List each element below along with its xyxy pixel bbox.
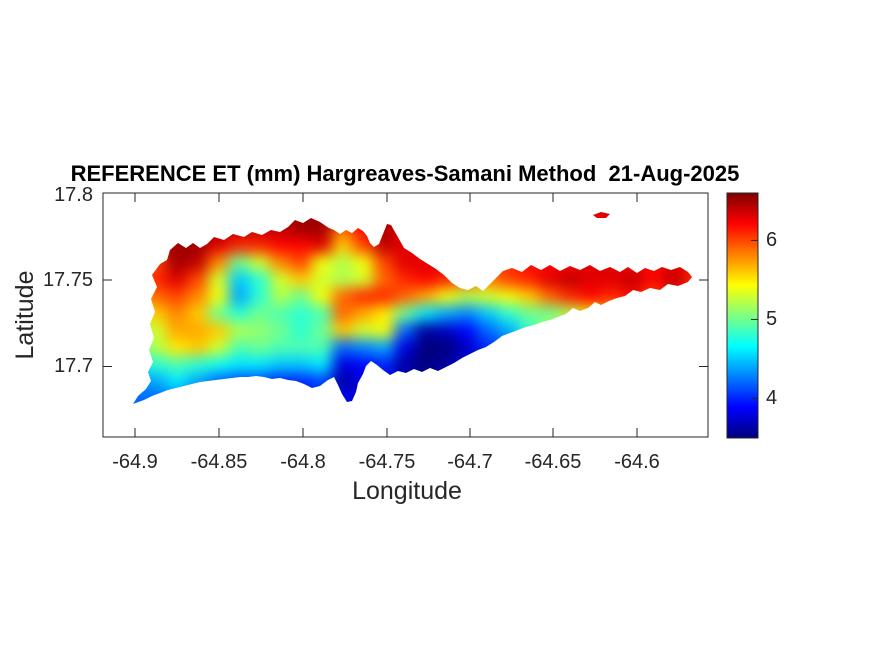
x-axis-label: Longitude xyxy=(352,477,462,505)
colorbar-gradient xyxy=(726,192,759,439)
colorbar-tick-label: 5 xyxy=(766,308,778,330)
figure-title: REFERENCE ET (mm) Hargreaves-Samani Meth… xyxy=(70,161,740,186)
y-axis-label: Latitude xyxy=(11,270,39,360)
y-tick-label: 17.7 xyxy=(54,355,93,377)
plot-box xyxy=(102,192,709,438)
x-tick-label: -64.65 xyxy=(524,451,582,473)
colorbar-tick-label: 6 xyxy=(766,229,778,251)
x-tick-label: -64.7 xyxy=(447,451,493,473)
x-tick-label: -64.9 xyxy=(112,451,158,473)
y-tick-label: 17.8 xyxy=(54,184,93,206)
axes-box xyxy=(102,192,709,438)
y-tick-label: 17.75 xyxy=(42,269,93,291)
colorbar xyxy=(726,192,759,439)
x-tick-label: -64.75 xyxy=(358,451,416,473)
x-tick-label: -64.85 xyxy=(190,451,248,473)
colorbar-tick-label: 4 xyxy=(766,387,778,409)
x-tick-label: -64.8 xyxy=(280,451,326,473)
island-heatmap xyxy=(133,212,692,404)
x-tick-label: -64.6 xyxy=(614,451,660,473)
